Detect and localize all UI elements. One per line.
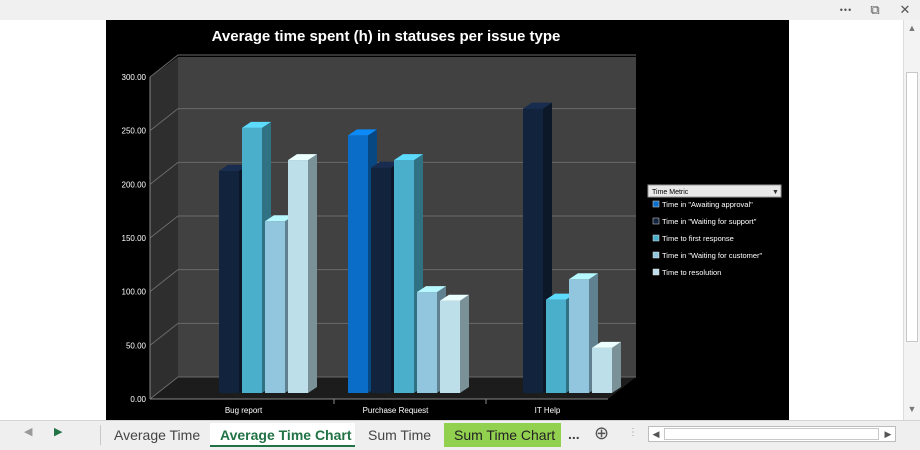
next-sheet-icon[interactable]: ▶: [54, 426, 63, 438]
gridline: [149, 269, 636, 293]
bar-side: [308, 154, 317, 393]
more-tabs-button[interactable]: ...: [568, 426, 580, 442]
bar-top: [348, 129, 377, 136]
horizontal-scroll-thumb[interactable]: [664, 428, 879, 440]
legend-dropdown-icon[interactable]: ▼: [772, 189, 779, 196]
more-options-icon[interactable]: •••: [839, 5, 853, 15]
bar-top: [242, 121, 271, 128]
bar-top: [394, 154, 423, 161]
gridline: [149, 54, 636, 78]
chart-title: Average time spent (h) in statuses per i…: [212, 28, 561, 45]
bar-side: [612, 341, 621, 393]
y-tick-label: 100.00: [122, 288, 147, 297]
legend-item: Time to resolution: [652, 268, 721, 277]
bar-top: [371, 161, 400, 168]
y-tick-label: 0.00: [130, 395, 146, 404]
tab-average-time[interactable]: Average Time: [114, 427, 201, 443]
sheet-tab-bar: ◀ ▶ Average Time Average Time Chart Sum …: [0, 420, 920, 450]
tab-divider: [100, 425, 101, 445]
legend-label: Time to resolution: [662, 268, 721, 277]
legend-swatch: [652, 268, 660, 276]
prev-sheet-icon[interactable]: ◀: [24, 426, 33, 438]
bar-top: [569, 273, 598, 280]
legend-label: Time in "Awaiting approval": [662, 200, 753, 209]
bar-top: [592, 341, 621, 348]
plot-side-wall: [150, 57, 178, 399]
legend-item: Time to first response: [652, 234, 734, 243]
chart-legend: Time Metric ▼ Time in "Awaiting approval…: [647, 184, 782, 277]
bar-front: [288, 160, 308, 393]
legend-filter-box[interactable]: [647, 184, 782, 198]
bar-top: [523, 102, 552, 109]
legend-item: Time in "Awaiting approval": [652, 200, 753, 209]
bar-top: [265, 215, 294, 222]
scroll-right-icon[interactable]: ▶: [884, 429, 892, 439]
y-tick-label: 250.00: [122, 127, 147, 136]
gridline: [149, 161, 636, 185]
legend-label: Time in "Waiting for customer": [662, 251, 763, 260]
legend-swatch: [652, 251, 660, 259]
bar-side: [460, 294, 469, 393]
scroll-left-icon[interactable]: ◀: [652, 429, 660, 439]
scroll-down-icon[interactable]: ▼: [907, 404, 917, 414]
scroll-up-icon[interactable]: ▲: [907, 23, 917, 33]
legend-title: Time Metric: [652, 189, 689, 196]
window-titlebar: ••• ⧉ ✕: [0, 0, 920, 20]
bar-top: [288, 154, 317, 161]
x-tick-label: Purchase Request: [363, 406, 430, 415]
horizontal-scrollbar[interactable]: ◀ ▶: [648, 426, 896, 442]
bar-top: [546, 293, 575, 300]
x-tick-label: Bug report: [225, 406, 263, 415]
legend-item: Time in "Waiting for customer": [652, 251, 763, 260]
gridline: [149, 108, 636, 132]
legend-swatch: [652, 234, 660, 242]
legend-label: Time in "Waiting for support": [662, 217, 757, 226]
splitter-handle-icon[interactable]: ⋮: [628, 427, 638, 438]
bar: [440, 294, 469, 393]
bar-front: [523, 108, 543, 394]
legend-label: Time to first response: [662, 234, 734, 243]
y-tick-label: 200.00: [122, 180, 147, 189]
legend-swatch: [652, 217, 660, 225]
bar-front: [546, 299, 566, 393]
vertical-scrollbar[interactable]: ▲ ▼: [903, 20, 920, 420]
bar-top: [219, 164, 248, 171]
bar-front: [348, 135, 368, 393]
bar-front: [371, 167, 391, 393]
chart-svg: Average time spent (h) in statuses per i…: [122, 28, 782, 415]
bar-top: [417, 286, 446, 293]
restore-window-icon[interactable]: ⧉: [870, 2, 880, 17]
chart-container[interactable]: Average time spent (h) in statuses per i…: [106, 20, 789, 420]
legend-item: Time in "Waiting for support": [652, 217, 757, 226]
y-tick-label: 300.00: [122, 73, 147, 82]
bar-top: [440, 294, 469, 301]
bar-front: [592, 347, 612, 393]
tab-sum-time-chart[interactable]: Sum Time Chart: [444, 423, 561, 447]
legend-swatch: [652, 200, 660, 208]
bar-front: [219, 170, 239, 393]
gridline: [149, 376, 636, 400]
tab-average-time-chart[interactable]: Average Time Chart: [210, 423, 355, 447]
bar: [592, 341, 621, 393]
tab-sum-time[interactable]: Sum Time: [368, 427, 432, 443]
gridline: [149, 215, 636, 239]
add-sheet-icon[interactable]: ⊕: [594, 423, 610, 443]
bar-front: [265, 221, 285, 393]
y-tick-label: 150.00: [122, 234, 147, 243]
bar-front: [440, 300, 460, 393]
close-window-icon[interactable]: ✕: [899, 2, 911, 17]
vertical-scroll-thumb[interactable]: [906, 72, 918, 342]
y-tick-label: 50.00: [126, 341, 147, 350]
bar-front: [417, 292, 437, 393]
x-tick-label: IT Help: [535, 406, 561, 415]
bar-front: [394, 160, 414, 393]
bar-front: [242, 127, 262, 394]
bar: [569, 273, 598, 393]
bar: [288, 154, 317, 393]
gridline: [149, 322, 636, 346]
bar-front: [569, 279, 589, 393]
